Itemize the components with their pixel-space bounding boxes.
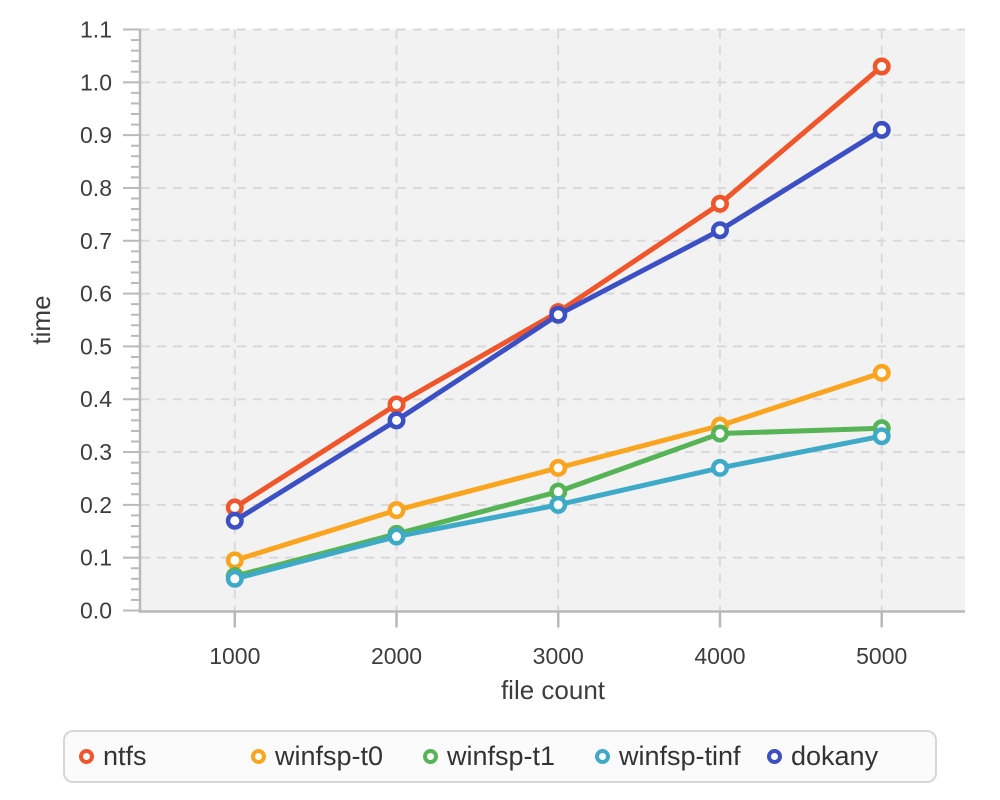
legend-label-dokany: dokany xyxy=(791,741,879,771)
legend-marker-dokany xyxy=(767,749,782,764)
y-tick-label: 0.5 xyxy=(80,333,112,359)
y-axis-title: time xyxy=(26,295,56,344)
x-tick-label: 1000 xyxy=(209,643,260,669)
series-marker-dokany-5000 xyxy=(872,120,891,139)
x-tick-label: 4000 xyxy=(694,643,745,669)
legend-item-dokany: dokany xyxy=(767,741,878,772)
legend-label-winfsp-t0: winfsp-t0 xyxy=(275,741,384,771)
legend-marker-winfsp-tinf xyxy=(595,749,610,764)
series-marker-winfsp-t1-4000 xyxy=(710,424,729,443)
x-axis-title: file count xyxy=(501,675,606,705)
legend-item-winfsp-t0: winfsp-t0 xyxy=(251,741,423,772)
series-marker-winfsp-tinf-3000 xyxy=(549,495,568,514)
x-tick-label: 2000 xyxy=(371,643,422,669)
legend-marker-ntfs xyxy=(79,749,94,764)
axes xyxy=(138,28,965,613)
legend-label-winfsp-t1: winfsp-t1 xyxy=(447,741,556,771)
series-marker-winfsp-t0-1000 xyxy=(225,551,244,570)
series-marker-ntfs-2000 xyxy=(387,395,406,414)
legend-label-ntfs: ntfs xyxy=(103,741,147,771)
series-marker-winfsp-tinf-1000 xyxy=(225,569,244,588)
series-marker-winfsp-tinf-2000 xyxy=(387,527,406,546)
legend-label-winfsp-tinf: winfsp-tinf xyxy=(619,741,741,771)
x-tick-label: 5000 xyxy=(856,643,907,669)
tick-labels: 0.0 0.1 0.2 0.3 0.4 0.5 0.6 0.7 0.8 0.9 1.0 1.1 1000… xyxy=(80,17,907,670)
y-tick-label: 1.0 xyxy=(80,69,112,95)
series-group xyxy=(225,57,891,588)
series-marker-winfsp-t0-5000 xyxy=(872,363,891,382)
series-marker-winfsp-t0-2000 xyxy=(387,501,406,520)
series-marker-ntfs-5000 xyxy=(872,57,891,76)
legend: ntfs winfsp-t0 winfsp-t1 winfsp-tinf dokany xyxy=(63,730,937,783)
legend-marker-winfsp-t0 xyxy=(251,749,266,764)
legend-item-ntfs: ntfs xyxy=(79,741,251,772)
x-tick-label: 3000 xyxy=(533,643,584,669)
y-tick-label: 0.8 xyxy=(80,175,112,201)
y-tick-label: 0.0 xyxy=(80,598,112,624)
series-marker-dokany-3000 xyxy=(549,305,568,324)
ticks xyxy=(123,28,883,628)
series-marker-dokany-2000 xyxy=(387,411,406,430)
series-marker-dokany-4000 xyxy=(710,221,729,240)
series-marker-winfsp-t0-3000 xyxy=(549,458,568,477)
y-tick-label: 0.2 xyxy=(80,492,112,518)
legend-item-winfsp-t1: winfsp-t1 xyxy=(423,741,595,772)
legend-item-winfsp-tinf: winfsp-tinf xyxy=(595,741,767,772)
y-tick-label: 1.1 xyxy=(80,17,112,43)
y-tick-label: 0.9 xyxy=(80,122,112,148)
y-tick-label: 0.6 xyxy=(80,281,112,307)
legend-marker-winfsp-t1 xyxy=(423,749,438,764)
series-marker-dokany-1000 xyxy=(225,511,244,530)
series-marker-winfsp-tinf-5000 xyxy=(872,427,891,446)
y-tick-label: 0.7 xyxy=(80,228,112,254)
y-tick-label: 0.3 xyxy=(80,439,112,465)
y-tick-label: 0.4 xyxy=(80,386,112,412)
series-marker-winfsp-tinf-4000 xyxy=(710,458,729,477)
series-marker-ntfs-4000 xyxy=(710,194,729,213)
y-tick-label: 0.1 xyxy=(80,545,112,571)
